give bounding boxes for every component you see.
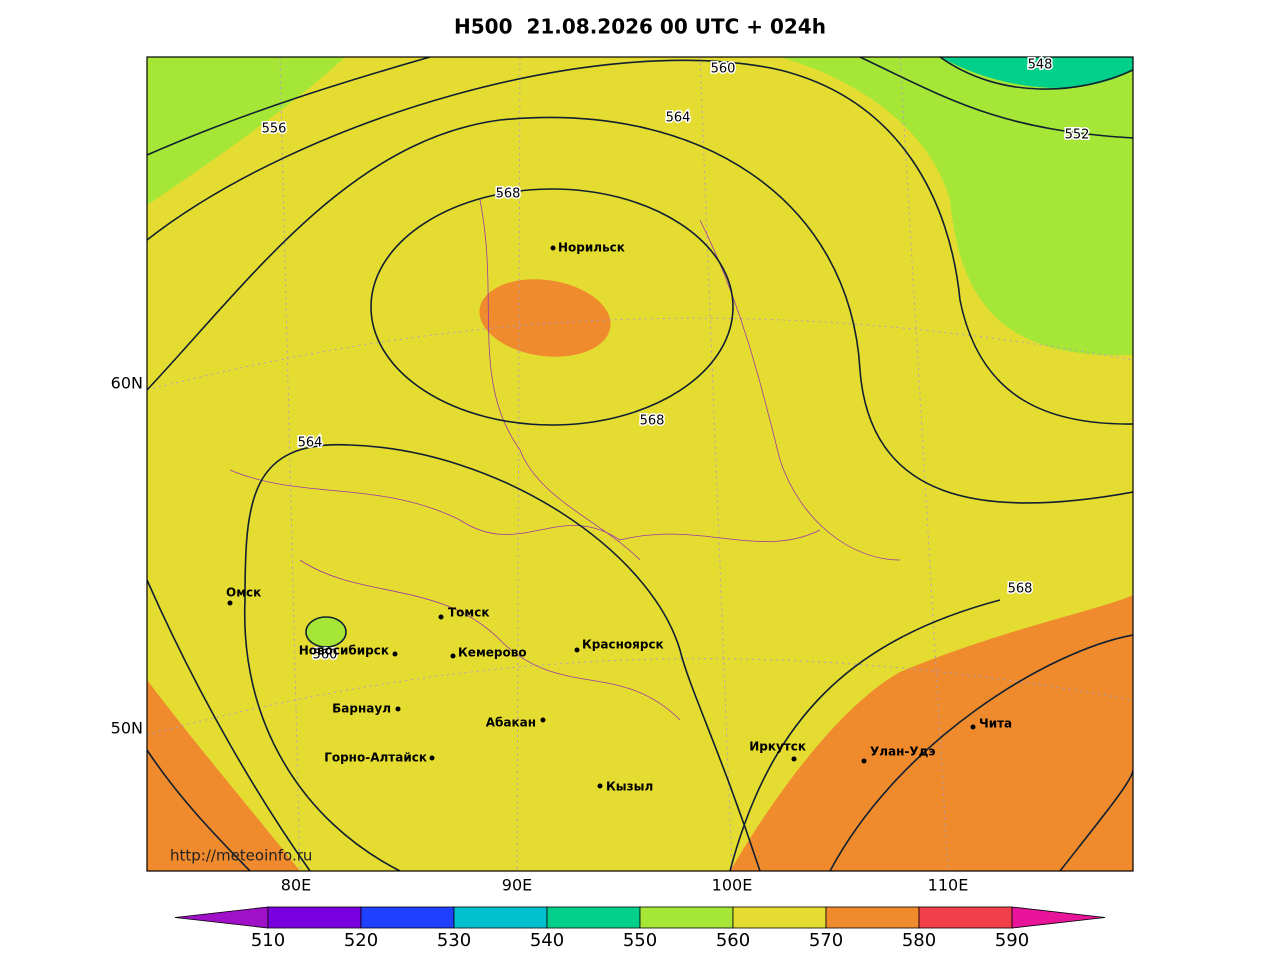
contour-label: 564 [666, 111, 691, 126]
colorbar-label: 570 [809, 930, 843, 951]
city-label: Барнаул [332, 702, 391, 716]
colorbar-label: 550 [623, 930, 657, 951]
colorbar-label: 510 [251, 930, 285, 951]
colorbar-box [360, 906, 455, 929]
colorbar-box [918, 906, 1013, 929]
colorbar-box [825, 906, 920, 929]
city-label: Новосибирск [299, 644, 389, 658]
city-label: Абакан [486, 716, 536, 730]
colorbar-label: 540 [530, 930, 564, 951]
lon-label: 90E [502, 876, 532, 895]
colorbar: 510 520 530 540 550 560 570 580 590 [174, 906, 1106, 951]
city-label: Норильск [558, 241, 625, 255]
colorbar-label: 520 [344, 930, 378, 951]
title: H500 21.08.2026 00 UTC + 024h [454, 15, 826, 39]
lon-label: 110E [928, 876, 969, 895]
contour-label: 552 [1065, 128, 1090, 143]
city-label: Омск [226, 586, 261, 600]
city-label: Кызыл [606, 780, 653, 794]
lat-label: 50N [111, 719, 143, 738]
city-label: Горно-Алтайск [324, 751, 427, 765]
contour-label: 568 [640, 414, 665, 429]
contour-label: 560 [711, 62, 736, 77]
contour-label: 548 [1028, 58, 1053, 73]
contour-label: 560 [313, 648, 338, 663]
contour-label: 568 [496, 187, 521, 202]
contour-labels: 560 564 556 568 568 564 560 568 552 548 [260, 56, 1091, 664]
colorbar-box [546, 906, 641, 929]
colorbar-box [453, 906, 548, 929]
contour-label: 556 [262, 122, 287, 137]
colorbar-label: 530 [437, 930, 471, 951]
lon-label: 100E [712, 876, 753, 895]
city-label: Кемерово [458, 646, 527, 660]
colorbar-extend-high [1011, 906, 1106, 929]
colorbar-box [267, 906, 362, 929]
contour-label: 568 [1008, 582, 1033, 597]
city-label: Иркутск [749, 740, 806, 754]
colorbar-label: 560 [716, 930, 750, 951]
lat-label: 60N [111, 374, 143, 393]
colorbar-box [639, 906, 734, 929]
cities: Норильск Омск Томск Новосибирск Кемерово… [226, 241, 1012, 794]
map-area [147, 57, 1133, 871]
colorbar-label: 580 [902, 930, 936, 951]
colorbar-box [732, 906, 827, 929]
city-label: Томск [448, 606, 490, 620]
contour-label: 564 [298, 436, 323, 451]
lon-label: 80E [281, 876, 311, 895]
city-label: Красноярск [582, 638, 664, 652]
city-label: Улан-Удэ [870, 745, 935, 759]
city-label: Чита [979, 717, 1012, 731]
map-frame [146, 56, 1134, 872]
colorbar-extend-low [174, 906, 269, 929]
watermark: http://meteoinfo.ru [170, 847, 312, 865]
colorbar-label: 590 [995, 930, 1029, 951]
